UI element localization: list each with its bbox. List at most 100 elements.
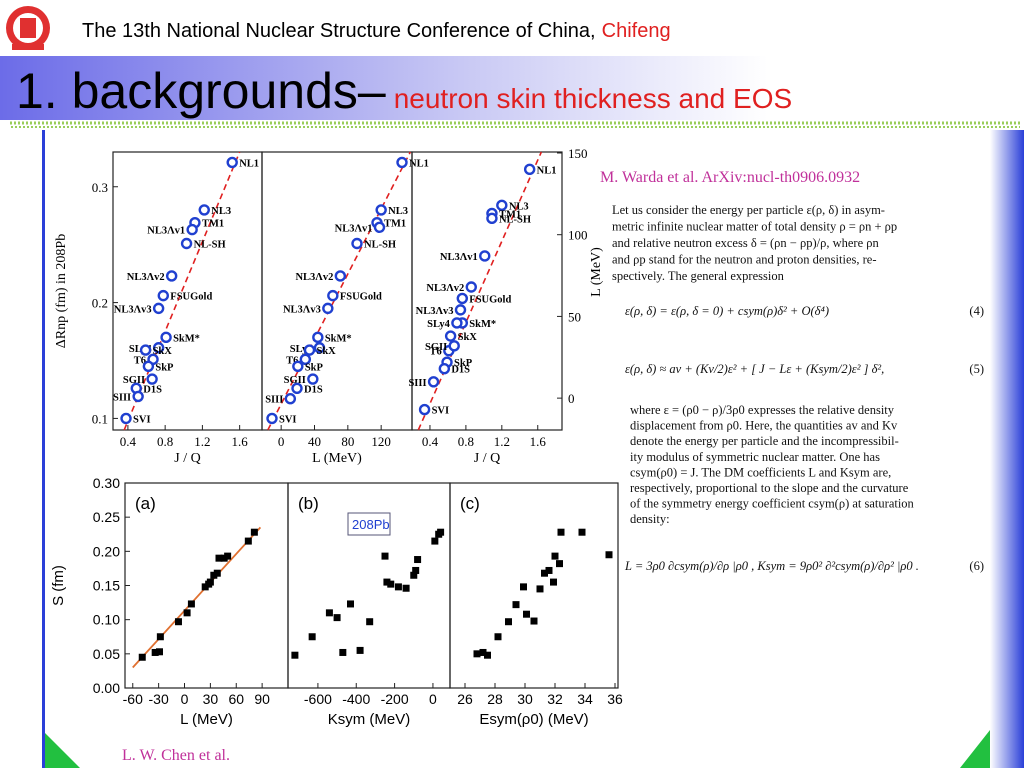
point xyxy=(339,648,347,656)
y2-axis-label: L (MeV) xyxy=(589,247,604,297)
point-label: SIII xyxy=(265,395,283,406)
x-axis-label: Esym(ρ0) (MeV) xyxy=(479,711,588,728)
point xyxy=(157,289,169,302)
point xyxy=(351,237,363,250)
x-tick-label: 30 xyxy=(203,691,219,707)
point-label: D1S xyxy=(143,384,162,395)
point xyxy=(151,648,159,656)
point xyxy=(484,651,491,659)
paragraph-line: metric infinite nuclear matter of total … xyxy=(612,220,897,234)
point xyxy=(444,330,457,342)
x-tick-label: 30 xyxy=(517,691,533,707)
point xyxy=(520,583,527,591)
point xyxy=(387,580,395,588)
equation-number: (5) xyxy=(969,362,984,376)
point xyxy=(152,342,165,354)
point xyxy=(187,600,195,608)
point xyxy=(226,156,238,169)
point xyxy=(313,342,326,354)
point xyxy=(155,648,163,656)
point-label: SkP xyxy=(155,362,174,373)
point xyxy=(523,610,530,618)
fit-line xyxy=(132,526,262,669)
point xyxy=(356,646,364,654)
point xyxy=(174,618,182,626)
point-label: TM1 xyxy=(499,209,521,220)
x-tick-label: 1.2 xyxy=(194,434,210,449)
x-tick-label: 60 xyxy=(228,691,244,707)
paragraph-line: csym(ρ0) = J. The DM coefficients L and … xyxy=(630,465,891,479)
point xyxy=(605,551,613,559)
point xyxy=(333,614,341,622)
point xyxy=(160,331,172,344)
point xyxy=(213,569,221,577)
point-label: SGII xyxy=(425,342,447,353)
logo xyxy=(6,6,50,50)
point xyxy=(438,363,451,375)
x-tick-label: 0.8 xyxy=(458,434,474,449)
point xyxy=(541,569,548,577)
point-label: SkX xyxy=(458,332,478,343)
figure-bg xyxy=(60,474,632,746)
plot-frame xyxy=(449,482,619,689)
fit-line xyxy=(267,151,412,431)
point xyxy=(550,578,557,586)
point xyxy=(505,618,512,626)
x-tick-label: -400 xyxy=(342,691,370,707)
point xyxy=(437,528,445,536)
point xyxy=(334,270,347,282)
y-tick-label: 0.2 xyxy=(92,296,108,311)
point xyxy=(556,560,563,568)
point-label: NL3 xyxy=(509,201,529,212)
x-tick-label: 0.4 xyxy=(120,434,137,449)
x-tick-label: 0 xyxy=(181,691,189,707)
point xyxy=(325,609,333,617)
x-tick-label: 28 xyxy=(487,691,503,707)
point-label: NL3Λv1 xyxy=(440,252,478,263)
point xyxy=(322,302,334,315)
point-label: NL3Λv3 xyxy=(114,304,152,315)
point xyxy=(183,609,191,617)
y-axis-label: ΔRnp (fm) in 208Pb xyxy=(54,234,69,348)
fit-line xyxy=(123,151,241,431)
paragraph-line: where ε = (ρ0 − ρ)/3ρ0 expresses the rel… xyxy=(630,403,895,417)
point-label: SkM* xyxy=(469,319,496,330)
paragraph-line: of the symmetry energy coefficient csym(… xyxy=(630,497,915,511)
paragraph-line: denote the energy per particle and the i… xyxy=(630,434,899,448)
corner xyxy=(960,730,990,768)
point xyxy=(156,633,164,641)
point xyxy=(494,633,502,641)
point xyxy=(303,344,316,356)
point xyxy=(284,393,297,405)
left-border xyxy=(42,130,45,768)
point-label: NL3 xyxy=(388,206,408,217)
point-label: D1S xyxy=(451,365,470,376)
point xyxy=(412,566,420,574)
point xyxy=(414,556,422,564)
point-label: SGII xyxy=(284,375,306,386)
x-tick-label: 1.2 xyxy=(494,434,510,449)
point-label: NL3Λv2 xyxy=(295,272,333,283)
y-tick-label: 0.10 xyxy=(93,612,120,628)
point-label: T6 xyxy=(286,355,298,366)
reference: M. Warda et al. ArXiv:nucl-th0906.0932 xyxy=(600,169,860,186)
point xyxy=(292,360,304,372)
x-axis-label: J / Q xyxy=(474,451,500,466)
point xyxy=(523,163,536,176)
point xyxy=(120,412,132,425)
point-label: TM1 xyxy=(202,219,224,230)
point-label: NL1 xyxy=(537,165,557,176)
x-tick-label: 40 xyxy=(308,434,321,449)
point-label: SkM* xyxy=(173,333,200,344)
point-label: SVI xyxy=(279,414,297,425)
x-axis-label: L (MeV) xyxy=(312,451,362,466)
y2-tick-label: 0 xyxy=(568,391,575,406)
point xyxy=(530,617,538,625)
point xyxy=(307,373,319,385)
text-panel: Let us consider the energy per particle … xyxy=(612,203,984,573)
panel-label: (c) xyxy=(460,494,480,513)
x-tick-label: -60 xyxy=(123,691,143,707)
x-axis-label: L (MeV) xyxy=(180,711,233,728)
point xyxy=(346,600,354,608)
